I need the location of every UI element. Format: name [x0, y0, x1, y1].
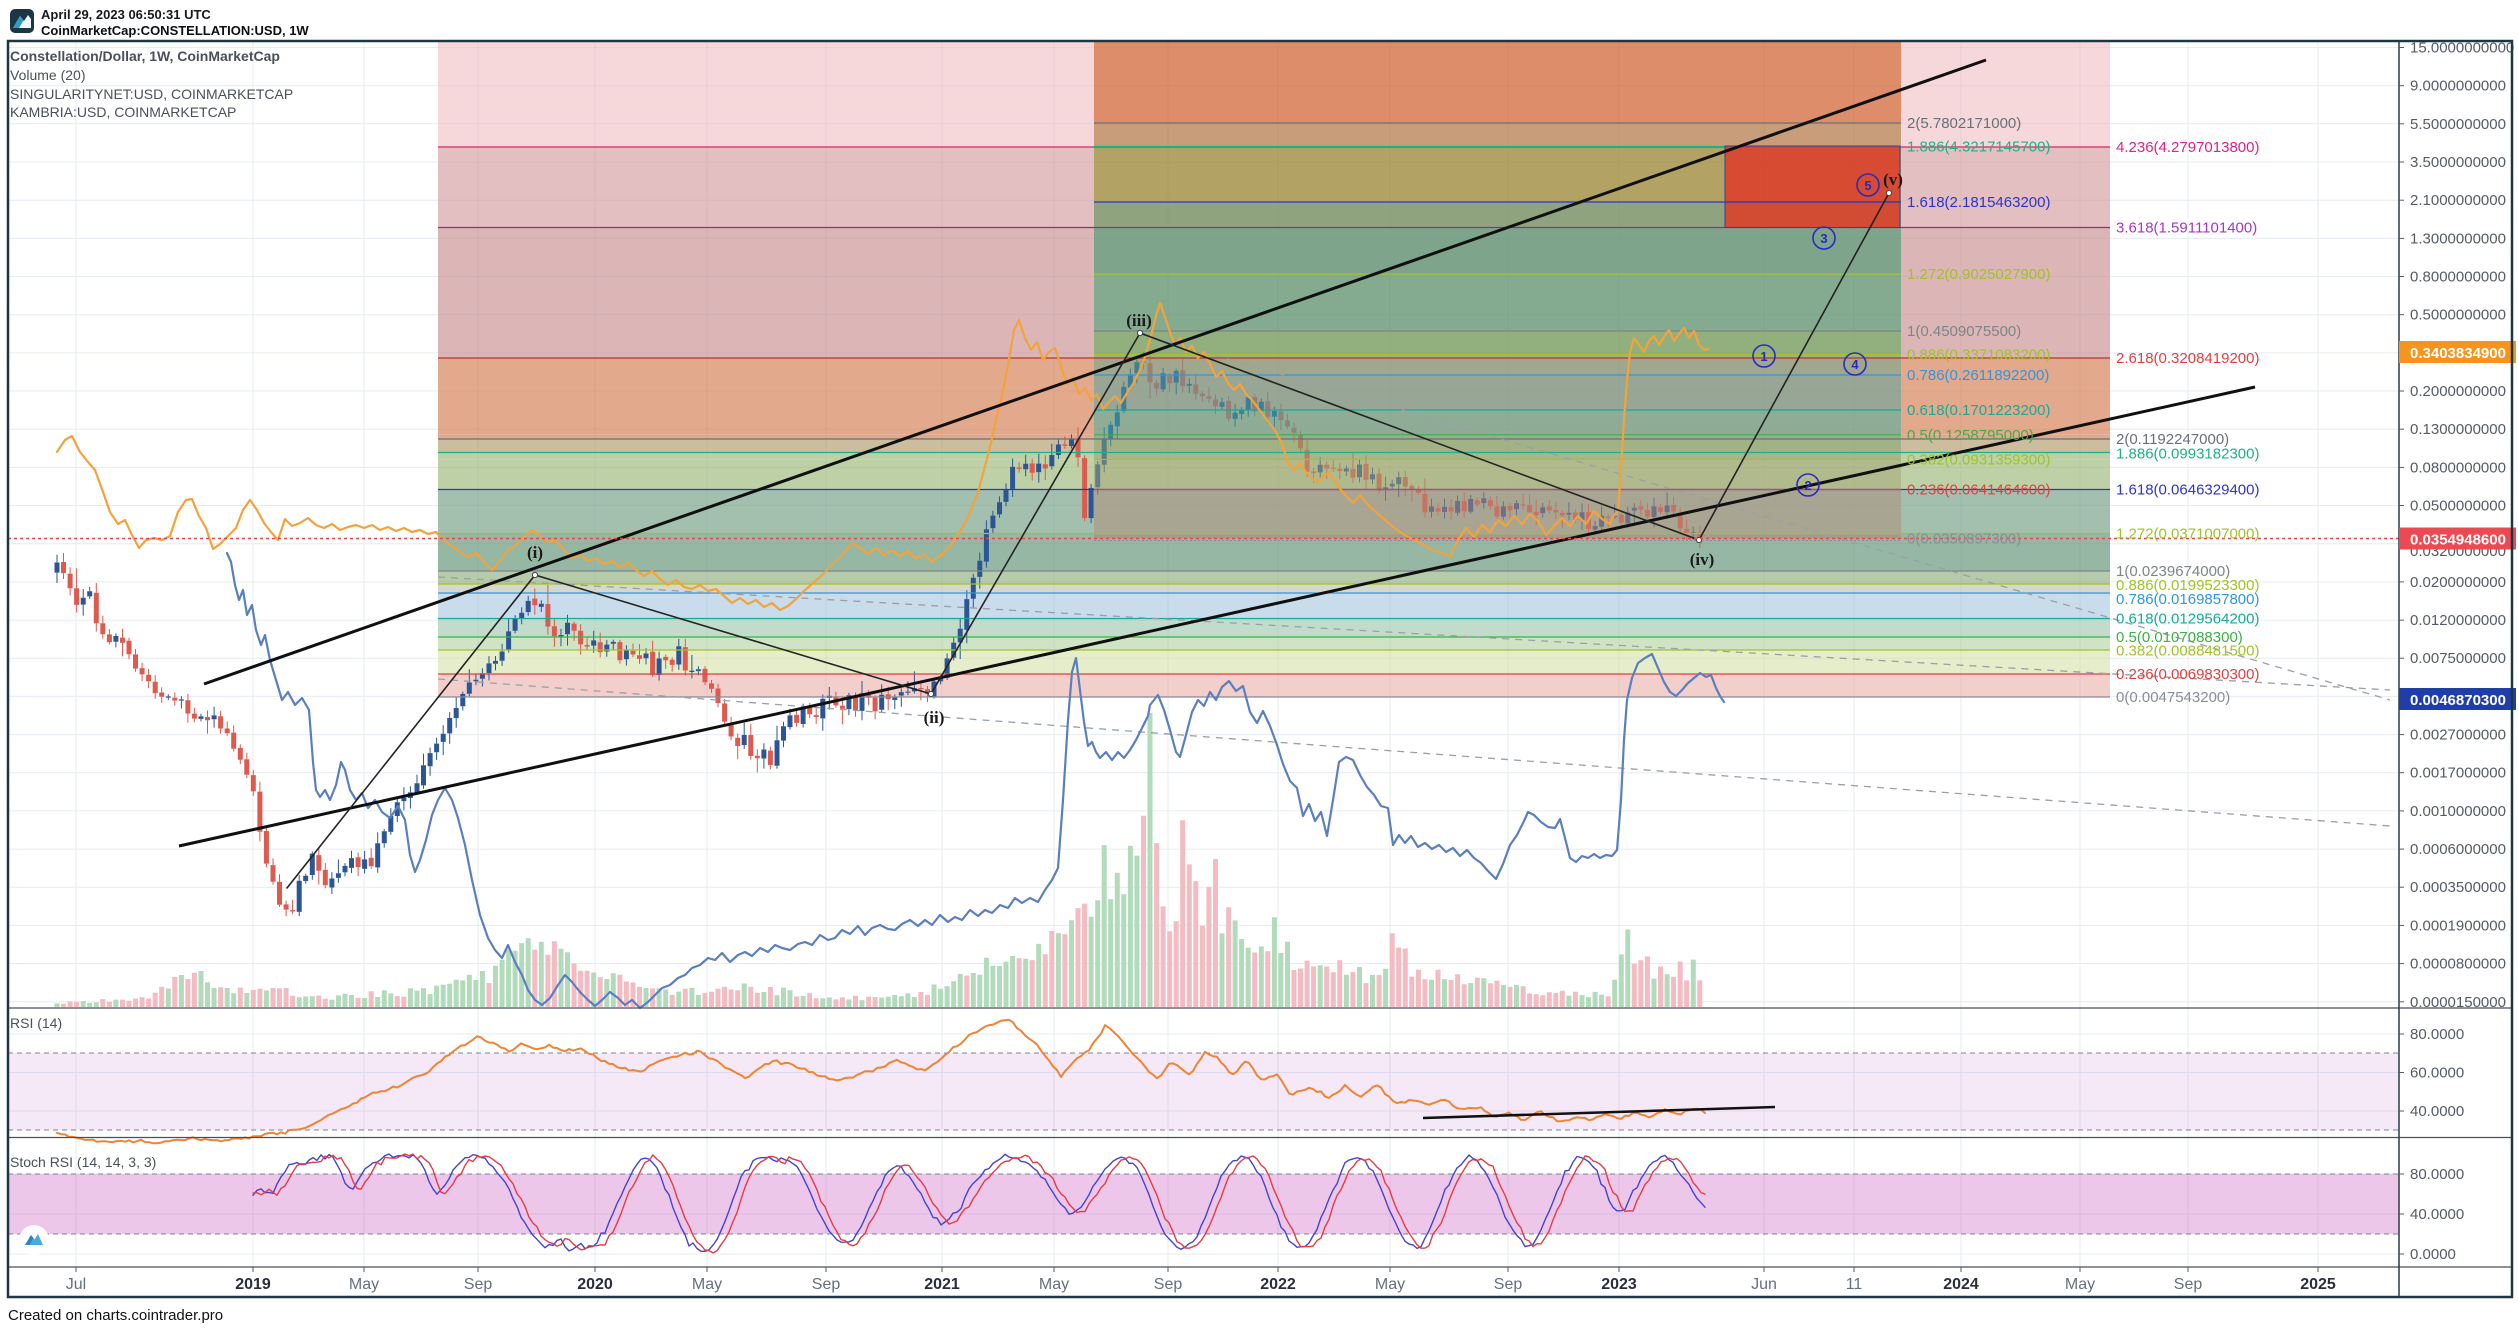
- svg-text:0.786(0.0169857800): 0.786(0.0169857800): [2116, 591, 2259, 608]
- svg-text:1.618(2.1815463200): 1.618(2.1815463200): [1907, 194, 2050, 211]
- svg-text:2025: 2025: [2300, 1276, 2336, 1293]
- svg-text:0.0006000000: 0.0006000000: [2410, 841, 2506, 858]
- svg-text:80.0000: 80.0000: [2410, 1166, 2464, 1183]
- svg-text:0.0000: 0.0000: [2410, 1246, 2456, 1263]
- svg-text:40.0000: 40.0000: [2410, 1103, 2464, 1120]
- svg-text:0.0354948600: 0.0354948600: [2410, 532, 2506, 549]
- svg-text:1.886(0.0993182300): 1.886(0.0993182300): [2116, 446, 2259, 463]
- svg-text:1.886(4.3217145700): 1.886(4.3217145700): [1907, 139, 2050, 156]
- svg-text:Stoch RSI (14, 14, 3, 3): Stoch RSI (14, 14, 3, 3): [10, 1154, 156, 1170]
- svg-text:0.786(0.2611892200): 0.786(0.2611892200): [1907, 367, 2049, 384]
- svg-text:Sep: Sep: [812, 1276, 841, 1293]
- svg-text:May: May: [1375, 1276, 1405, 1293]
- svg-text:0.0010000000: 0.0010000000: [2410, 803, 2506, 820]
- svg-text:3: 3: [1820, 231, 1827, 246]
- svg-text:Volume (20): Volume (20): [10, 67, 85, 83]
- svg-text:0.886(0.0199523300): 0.886(0.0199523300): [2116, 577, 2259, 594]
- svg-text:0.0001900000: 0.0001900000: [2410, 917, 2506, 934]
- svg-text:SINGULARITYNET:USD, COINMARKET: SINGULARITYNET:USD, COINMARKETCAP: [10, 86, 293, 102]
- svg-text:Sep: Sep: [1154, 1276, 1183, 1293]
- svg-text:2.1000000000: 2.1000000000: [2410, 192, 2506, 209]
- svg-text:Sep: Sep: [2174, 1276, 2203, 1293]
- svg-text:2024: 2024: [1943, 1276, 1979, 1293]
- svg-text:0.0200000000: 0.0200000000: [2410, 574, 2506, 591]
- svg-text:0.236(0.0069830300): 0.236(0.0069830300): [2116, 666, 2259, 683]
- svg-text:2022: 2022: [1260, 1276, 1296, 1293]
- svg-text:4: 4: [1851, 357, 1859, 372]
- svg-text:40.0000: 40.0000: [2410, 1206, 2464, 1223]
- svg-text:5: 5: [1864, 178, 1871, 193]
- svg-text:1(0.0239674000): 1(0.0239674000): [2116, 563, 2230, 580]
- svg-text:0.0120000000: 0.0120000000: [2410, 612, 2506, 629]
- svg-text:(iii): (iii): [1126, 311, 1152, 330]
- svg-text:0.1300000000: 0.1300000000: [2410, 421, 2506, 438]
- svg-text:5.5000000000: 5.5000000000: [2410, 116, 2506, 133]
- svg-text:3.618(1.5911101400): 3.618(1.5911101400): [2116, 220, 2257, 237]
- svg-text:1.272(0.0371007000): 1.272(0.0371007000): [2116, 526, 2259, 543]
- svg-text:0.0003500000: 0.0003500000: [2410, 879, 2506, 896]
- svg-text:2020: 2020: [577, 1276, 613, 1293]
- svg-text:0(0.0047543200): 0(0.0047543200): [2116, 689, 2230, 706]
- svg-text:0.618(0.0129564200): 0.618(0.0129564200): [2116, 611, 2259, 628]
- svg-text:0.0027000000: 0.0027000000: [2410, 727, 2506, 744]
- svg-text:15.0000000000: 15.0000000000: [2410, 40, 2514, 57]
- svg-text:Sep: Sep: [464, 1276, 493, 1293]
- svg-text:May: May: [692, 1276, 722, 1293]
- svg-text:0.0500000000: 0.0500000000: [2410, 498, 2506, 515]
- svg-text:0.5(0.0107088300): 0.5(0.0107088300): [2116, 629, 2243, 646]
- svg-text:2.618(0.3208419200): 2.618(0.3208419200): [2116, 350, 2259, 367]
- svg-text:2(5.7802171000): 2(5.7802171000): [1907, 115, 2021, 132]
- svg-text:Jul: Jul: [66, 1276, 86, 1293]
- svg-text:(v): (v): [1883, 170, 1903, 189]
- svg-text:0.5(0.1258795000): 0.5(0.1258795000): [1907, 427, 2034, 444]
- svg-text:2: 2: [1804, 478, 1811, 493]
- svg-text:0.236(0.0641464600): 0.236(0.0641464600): [1907, 482, 2050, 499]
- svg-text:Sep: Sep: [1494, 1276, 1523, 1293]
- svg-text:(i): (i): [527, 543, 543, 562]
- svg-text:9.0000000000: 9.0000000000: [2410, 78, 2506, 95]
- svg-text:80.0000: 80.0000: [2410, 1026, 2464, 1043]
- svg-text:Jun: Jun: [1751, 1276, 1777, 1293]
- svg-text:0.382(0.0931359300): 0.382(0.0931359300): [1907, 451, 2050, 468]
- svg-text:0.0000800000: 0.0000800000: [2410, 956, 2506, 973]
- svg-text:0(0.0350897300): 0(0.0350897300): [1907, 531, 2021, 548]
- svg-text:0.0000150000: 0.0000150000: [2410, 994, 2506, 1011]
- svg-text:1(0.4509075500): 1(0.4509075500): [1907, 323, 2021, 340]
- svg-text:60.0000: 60.0000: [2410, 1065, 2464, 1082]
- svg-text:0.0017000000: 0.0017000000: [2410, 765, 2506, 782]
- svg-text:2019: 2019: [235, 1276, 271, 1293]
- svg-text:2(0.1192247000): 2(0.1192247000): [2116, 431, 2229, 448]
- svg-text:1.618(0.0646329400): 1.618(0.0646329400): [2116, 482, 2259, 499]
- svg-text:RSI (14): RSI (14): [10, 1015, 62, 1031]
- svg-text:KAMBRIA:USD, COINMARKETCAP: KAMBRIA:USD, COINMARKETCAP: [10, 104, 236, 120]
- svg-text:0.0046870300: 0.0046870300: [2410, 692, 2506, 709]
- svg-text:2023: 2023: [1601, 1276, 1637, 1293]
- svg-text:0.0800000000: 0.0800000000: [2410, 459, 2506, 476]
- svg-text:0.886(0.3371083200): 0.886(0.3371083200): [1907, 347, 2050, 364]
- svg-text:0.5000000000: 0.5000000000: [2410, 307, 2506, 324]
- svg-text:4.236(4.2797013800): 4.236(4.2797013800): [2116, 139, 2259, 156]
- svg-text:0.618(0.1701223200): 0.618(0.1701223200): [1907, 402, 2050, 419]
- svg-text:May: May: [2065, 1276, 2095, 1293]
- svg-text:0.0075000000: 0.0075000000: [2410, 650, 2506, 667]
- svg-text:1.272(0.9025027900): 1.272(0.9025027900): [1907, 266, 2050, 283]
- svg-text:(ii): (ii): [924, 708, 945, 727]
- svg-text:1: 1: [1760, 349, 1767, 364]
- svg-text:0.8000000000: 0.8000000000: [2410, 269, 2506, 286]
- svg-text:1.3000000000: 1.3000000000: [2410, 230, 2506, 247]
- svg-text:0.3403834900: 0.3403834900: [2410, 345, 2506, 362]
- svg-text:3.5000000000: 3.5000000000: [2410, 154, 2506, 171]
- svg-text:(iv): (iv): [1690, 550, 1715, 569]
- svg-text:May: May: [349, 1276, 379, 1293]
- svg-text:0.2000000000: 0.2000000000: [2410, 383, 2506, 400]
- svg-text:0.382(0.0088481500): 0.382(0.0088481500): [2116, 643, 2259, 660]
- svg-text:May: May: [1039, 1276, 1069, 1293]
- svg-text:Constellation/Dollar, 1W, Coin: Constellation/Dollar, 1W, CoinMarketCap: [10, 48, 280, 64]
- svg-text:2021: 2021: [924, 1276, 960, 1293]
- svg-text:11: 11: [1846, 1276, 1863, 1293]
